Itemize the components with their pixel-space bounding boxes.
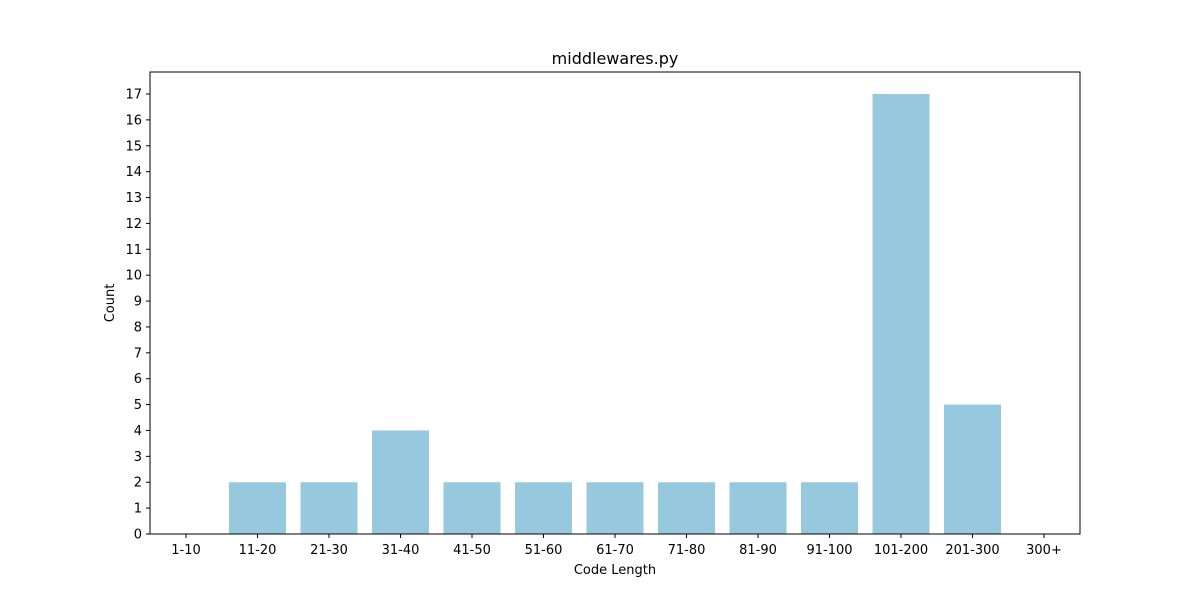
x-tick-label: 101-200	[874, 543, 928, 558]
x-tick-label: 71-80	[668, 543, 706, 558]
bar-21-30	[300, 482, 358, 534]
bar-91-100	[801, 482, 858, 534]
bar-31-40	[372, 430, 429, 534]
y-tick-label: 17	[125, 88, 142, 103]
bar-201-300	[944, 404, 1001, 534]
y-tick-label: 7	[134, 346, 142, 361]
x-axis-label: Code Length	[574, 563, 656, 578]
bar-61-70	[586, 482, 644, 534]
bar-11-20	[229, 482, 286, 534]
y-tick-label: 1	[134, 502, 142, 517]
x-tick-label: 41-50	[453, 543, 491, 558]
y-tick-label: 5	[134, 398, 142, 413]
y-tick-label: 10	[125, 269, 142, 284]
y-tick-label: 14	[125, 165, 142, 180]
chart-title: middlewares.py	[552, 49, 679, 68]
bar-81-90	[729, 482, 787, 534]
x-tick-label: 81-90	[739, 543, 777, 558]
bar-41-50	[443, 482, 501, 534]
x-tick-label: 201-300	[945, 543, 999, 558]
y-tick-label: 9	[134, 295, 142, 310]
y-tick-label: 8	[134, 320, 142, 335]
y-tick-label: 15	[125, 139, 142, 154]
plot-area-frame	[149, 71, 1081, 535]
y-tick-label: 2	[134, 476, 142, 491]
bar-71-80	[658, 482, 715, 534]
x-tick-label: 51-60	[525, 543, 563, 558]
bar-101-200	[872, 94, 930, 534]
x-axis: 1-10 11-20 21-30 31-40 41-50 51-60 61-70 71-80 8…	[171, 534, 1062, 558]
x-tick-label: 21-30	[310, 543, 348, 558]
x-tick-label: 31-40	[382, 543, 420, 558]
bars-group	[229, 94, 1001, 534]
y-tick-label: 16	[125, 113, 142, 128]
x-tick-label: 1-10	[171, 543, 201, 558]
y-tick-label: 11	[125, 243, 142, 258]
y-tick-label: 13	[125, 191, 142, 206]
x-tick-label: 300+	[1026, 543, 1062, 558]
y-tick-label: 4	[134, 424, 142, 439]
y-tick-label: 0	[134, 528, 142, 543]
bar-51-60	[515, 482, 572, 534]
y-tick-label: 3	[134, 450, 142, 465]
x-tick-label: 11-20	[239, 543, 277, 558]
y-axis-label: Count	[103, 284, 118, 323]
x-tick-label: 61-70	[596, 543, 634, 558]
x-tick-label: 91-100	[806, 543, 852, 558]
y-tick-label: 12	[125, 217, 142, 232]
y-tick-label: 6	[134, 372, 142, 387]
